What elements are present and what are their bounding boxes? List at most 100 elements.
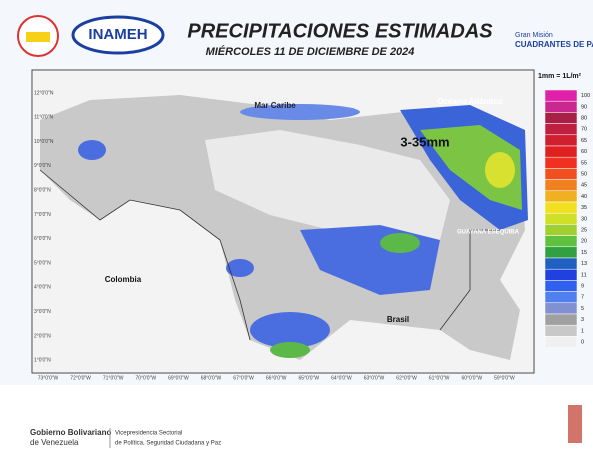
border-line — [39, 169, 251, 341]
mission-big: CUADRANTES DE PA — [515, 40, 593, 49]
lon-label: 70°0'0"W — [136, 375, 157, 381]
map-layer — [33, 71, 533, 372]
legend-label: 65 — [581, 138, 587, 144]
rain-blue-sw — [250, 312, 330, 348]
legend-swatch — [544, 89, 578, 102]
legend-swatch — [544, 224, 578, 236]
legend-swatch — [544, 190, 578, 203]
lat-label: 11°0'0"N — [34, 115, 53, 121]
legend-label: 55 — [581, 160, 587, 166]
sea-label: Mar Caribe — [254, 101, 296, 110]
highlight-label: 3-35mm — [400, 134, 449, 149]
lon-label: 61°0'0"W — [429, 375, 450, 381]
legend-swatch — [544, 313, 578, 326]
legend-unit: 1mm = 1L/m² — [538, 73, 582, 80]
legend-label: 3 — [581, 317, 584, 323]
legend-swatch — [544, 324, 578, 337]
vice-line2: de Política, Seguridad Ciudadana y Paz — [115, 441, 221, 447]
legend-label: 40 — [581, 194, 587, 200]
legend-swatch — [544, 257, 578, 270]
legend-label: 11 — [581, 272, 587, 278]
logo-text: INAMEH — [88, 26, 147, 43]
legend-swatch — [544, 145, 578, 158]
lon-label: 59°0'0"W — [494, 375, 515, 381]
legend-label: 0 — [581, 339, 584, 345]
rain-blue-center — [226, 259, 254, 277]
ocean-label: Océano Atlántico — [437, 97, 503, 106]
legend-label: 15 — [581, 250, 587, 256]
lon-label: 63°0'0"W — [364, 375, 385, 381]
legend-label: 7 — [581, 295, 584, 301]
legend-swatch — [544, 168, 578, 180]
legend-label: 80 — [581, 115, 587, 121]
lon-label: 66°0'0"W — [266, 375, 287, 381]
colombia-label: Colombia — [105, 275, 142, 284]
legend-swatch — [544, 156, 578, 169]
legend-label: 50 — [581, 171, 587, 177]
inameh-logo — [71, 15, 165, 55]
subtitle: MIÉRCOLES 11 DE DICIEMBRE DE 2024 — [206, 45, 415, 58]
footer-band — [0, 385, 593, 455]
legend-swatch — [544, 302, 578, 315]
lon-label: 64°0'0"W — [331, 375, 352, 381]
legend-swatch — [544, 280, 578, 292]
legend-label: 20 — [581, 239, 587, 245]
lon-label: 72°0'0"W — [70, 375, 91, 381]
gov-line2: de Venezuela — [30, 438, 79, 447]
lat-label: 8°0'0"N — [34, 188, 51, 194]
lat-label: 5°0'0"N — [34, 260, 51, 266]
legend-label: 25 — [581, 227, 587, 233]
legend-swatch — [544, 235, 578, 248]
legend-swatch — [544, 123, 578, 136]
lat-label: 7°0'0"N — [34, 212, 51, 218]
lat-label: 3°0'0"N — [34, 309, 51, 315]
brasil-label: Brasil — [387, 315, 409, 324]
legend-label: 9 — [581, 283, 584, 289]
lat-label: 12°0'0"N — [34, 90, 54, 96]
lon-label: 60°0'0"W — [462, 375, 483, 381]
legend-swatch — [544, 112, 578, 124]
gov-line1: Gobierno Bolivariano — [30, 428, 111, 437]
legend-label: 1 — [581, 328, 584, 334]
lon-label: 65°0'0"W — [299, 375, 320, 381]
legend-swatch — [544, 179, 578, 192]
legend-label: 70 — [581, 127, 587, 133]
lat-label: 10°0'0"N — [34, 139, 54, 145]
legend-swatch — [544, 100, 578, 113]
flag-icon — [26, 32, 50, 42]
legend-swatch — [544, 246, 578, 259]
legend-swatch — [544, 201, 578, 214]
rain-green-east — [420, 125, 522, 210]
rain-green-south — [380, 233, 420, 253]
legend-label: 30 — [581, 216, 587, 222]
border-line — [439, 229, 500, 331]
legend-swatch — [544, 134, 578, 147]
legend-swatch — [544, 291, 578, 304]
rain-green-sw — [270, 342, 310, 358]
legend-label: 100 — [581, 93, 590, 99]
legend-label: 60 — [581, 149, 587, 155]
title: PRECIPITACIONES ESTIMADAS — [187, 20, 493, 42]
venezuela-north — [205, 130, 450, 250]
rain-blue-coast — [240, 104, 360, 120]
lon-label: 68°0'0"W — [201, 375, 222, 381]
legend-swatch — [544, 336, 578, 348]
legend-swatch — [544, 212, 578, 225]
lat-label: 6°0'0"N — [34, 236, 51, 242]
legend-label: 5 — [581, 306, 584, 312]
lon-label: 62°0'0"W — [396, 375, 417, 381]
vice-line1: Vicepresidencia Sectorial — [115, 431, 182, 437]
lat-label: 4°0'0"N — [34, 285, 51, 291]
lon-label: 73°0'0"W — [38, 375, 59, 381]
rain-blue-west — [78, 140, 106, 160]
lat-label: 2°0'0"N — [34, 333, 51, 339]
legend-label: 35 — [581, 205, 587, 211]
legend-label: 90 — [581, 104, 587, 110]
lon-label: 71°0'0"W — [103, 375, 124, 381]
legend-label: 45 — [581, 183, 587, 189]
lon-label: 67°0'0"W — [233, 375, 254, 381]
rain-yellow — [485, 152, 515, 188]
lat-label: 1°0'0"N — [34, 358, 51, 364]
